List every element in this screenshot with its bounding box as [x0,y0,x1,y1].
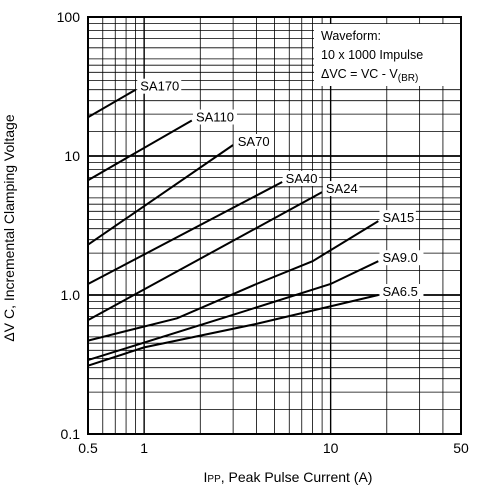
annotation-box: Waveform: 10 x 1000 Impulse ΔVC = VC - V… [314,24,460,86]
x-axis-label-rest: , Peak Pulse Current (A) [221,469,373,485]
x-axis-label-main: I [204,469,208,485]
series-label-background [282,171,320,187]
series-label-sa170: SA170 [140,79,179,94]
series-label-background [379,250,424,266]
x-axis-label-sub: PP [207,474,221,485]
series-line-sa40 [87,181,283,285]
series-line-sa24 [87,191,323,321]
y-tick-label: 1.0 [61,287,81,303]
series-label-sa70: SA70 [238,134,270,149]
y-tick-label: 10 [64,148,80,164]
series-label-sa40: SA40 [286,171,318,186]
x-tick-label: 0.5 [78,440,98,456]
series-line-sa15 [87,220,379,342]
series-label-background [379,284,424,299]
annotation-line-3-main: ΔVC = VC - V [321,67,398,81]
series-line-sa110 [87,119,193,182]
series-label-background [234,133,272,149]
y-tick-label: 0.1 [61,426,81,442]
series-label-background [192,109,237,125]
annotation-line-2: 10 x 1000 Impulse [321,48,423,62]
annotation-line-1: Waveform: [321,29,381,43]
series-label-sa6-5: SA6.5 [382,284,417,299]
series-line-sa70 [87,144,234,246]
y-tick-labels: 0.1 1.0 10 100 [57,9,81,442]
curves [87,88,379,367]
x-axis-label: IPP, Peak Pulse Current (A) [204,469,373,485]
y-tick-label: 100 [57,9,81,25]
plot-frame [87,16,462,435]
series-label-sa24: SA24 [326,181,358,196]
annotation-line-3-sub: (BR) [398,73,419,84]
series-label-sa110: SA110 [196,110,234,125]
series-line-sa9-0 [87,260,379,362]
x-tick-label: 50 [453,440,469,456]
series-line-sa6-5 [87,294,379,367]
y-axis-label: ΔV C, Incremental Clamping Voltage [1,114,17,341]
series-line-sa170 [87,88,137,119]
annotation-line-3: ΔVC = VC - V(BR) [321,67,418,84]
x-tick-label: 1 [140,440,148,456]
x-tick-labels: 0.5 1 10 50 [78,440,469,456]
series-labels: SA170 SA110 SA70 SA40 SA24 SA15 SA9.0 SA6.5 [137,78,424,299]
series-label-background [379,210,416,226]
annotation-background [314,24,460,86]
series-label-sa15: SA15 [382,210,414,225]
series-label-sa9-0: SA9.0 [382,250,417,265]
series-label-background [322,181,360,197]
x-tick-label: 10 [323,440,339,456]
series-label-background [137,78,182,94]
